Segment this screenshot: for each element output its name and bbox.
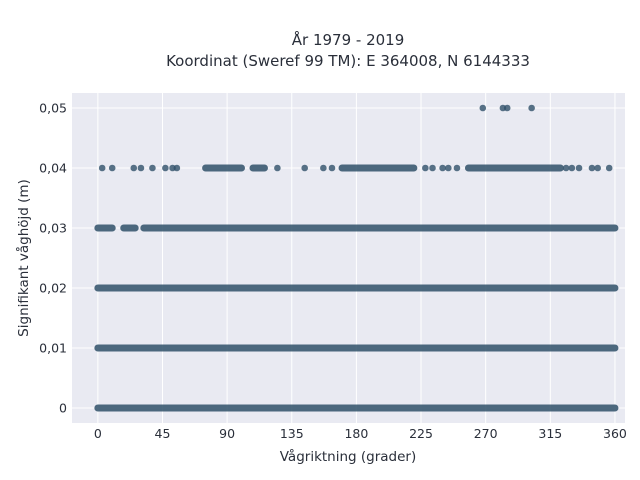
x-axis-ticks: 0 45 90 135 180 225 270 315 360 [94,426,627,441]
x-tick-label: 135 [280,426,304,441]
data-point-band [94,224,116,232]
data-point [562,164,570,172]
data-point-band [464,164,564,172]
data-point [130,164,138,172]
x-tick-label: 0 [94,426,102,441]
chart-title: År 1979 - 2019 [292,30,405,49]
data-point-band [338,164,418,172]
data-point [320,164,327,172]
y-tick-label: 0,01 [39,341,67,356]
data-point-band [120,224,139,232]
data-point-band [94,344,619,352]
data-point [137,164,145,172]
y-tick-label: 0,05 [39,101,67,116]
data-point [274,164,281,172]
y-axis-label: Signifikant våghöjd (m) [15,179,32,337]
data-point [479,104,487,112]
data-point [453,164,461,172]
data-point-band [94,284,619,292]
data-point-band [94,404,619,412]
x-tick-label: 90 [219,426,235,441]
x-tick-label: 225 [409,426,433,441]
data-point [108,164,116,172]
data-point [528,104,535,112]
data-point [503,104,511,112]
data-point [568,164,576,172]
x-tick-label: 45 [155,426,171,441]
data-point [594,164,602,172]
data-point [605,164,613,172]
y-tick-label: 0 [59,401,67,416]
data-points [94,104,619,412]
data-point [429,164,436,172]
x-tick-label: 180 [344,426,368,441]
data-point [445,164,452,172]
plot-area [72,93,625,423]
data-point-band [249,164,268,172]
x-tick-label: 270 [474,426,498,441]
data-point [149,164,156,172]
data-point [439,164,446,172]
x-tick-label: 315 [538,426,562,441]
data-point [588,164,596,172]
y-tick-label: 0,02 [39,281,67,296]
data-point [328,164,336,172]
y-axis-ticks: 0 0,01 0,02 0,03 0,04 0,05 [39,101,67,416]
data-point [301,164,308,172]
x-tick-label: 360 [603,426,627,441]
data-point-band [202,164,245,172]
chart-subtitle: Koordinat (Sweref 99 TM): E 364008, N 61… [166,52,530,70]
data-point-band [140,224,619,232]
data-point [162,164,169,172]
y-tick-label: 0,03 [39,221,67,236]
x-axis-label: Vågriktning (grader) [280,448,417,465]
data-point [575,164,583,172]
y-tick-label: 0,04 [39,161,67,176]
data-point [173,164,181,172]
data-point [422,164,429,172]
data-point [98,164,106,172]
